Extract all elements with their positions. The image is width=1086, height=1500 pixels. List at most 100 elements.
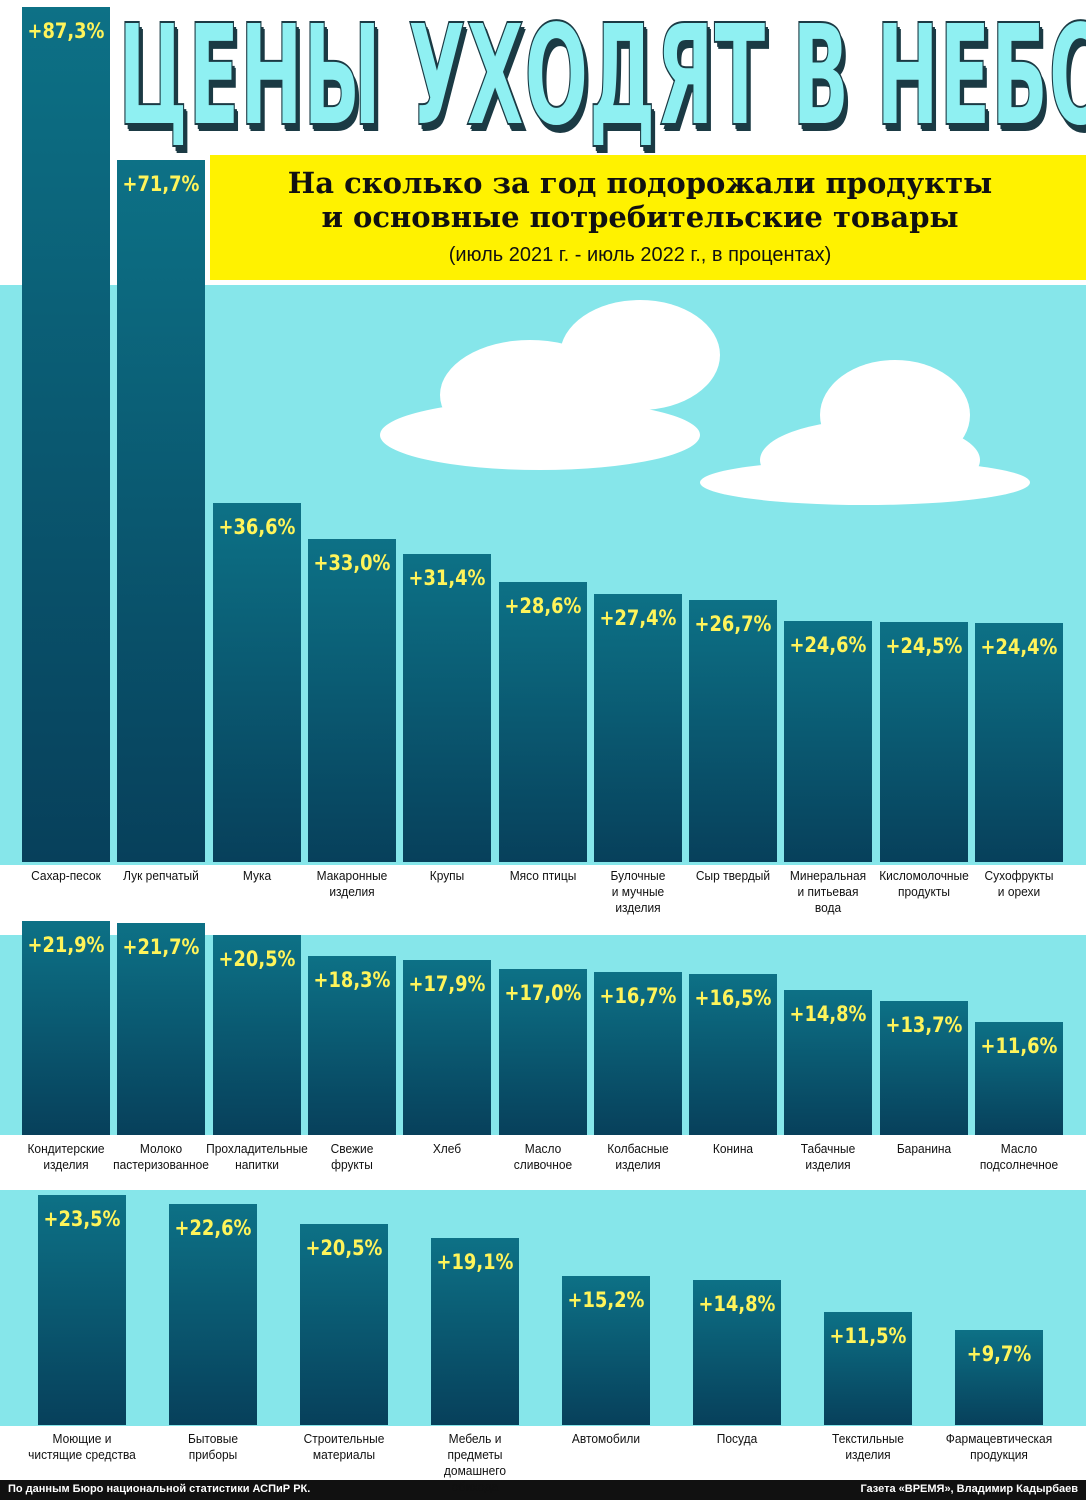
bar xyxy=(784,621,873,862)
bar xyxy=(212,503,301,862)
category-label: Конина xyxy=(713,1141,754,1156)
value-label: +20,5% xyxy=(305,1236,383,1261)
footer-bar xyxy=(0,1480,1086,1500)
category-label: Прохладительные напитки xyxy=(205,1141,308,1172)
bar xyxy=(212,934,301,1135)
bar xyxy=(879,622,968,862)
value-label: +14,8% xyxy=(789,1002,867,1027)
bar xyxy=(975,1021,1063,1135)
bar xyxy=(22,6,110,862)
category-label: Мебель и предметы домашнего обихода xyxy=(443,1431,507,1494)
category-label: Моющие и чистящие средства xyxy=(28,1431,136,1462)
cloud xyxy=(700,460,1030,505)
bar xyxy=(498,968,587,1135)
category-label: Автомобили xyxy=(571,1431,641,1446)
category-label: Кондитерские изделия xyxy=(27,1141,105,1172)
category-label: Мука xyxy=(242,868,271,883)
category-label: Молоко пастеризованное xyxy=(113,1141,210,1172)
subtitle-box xyxy=(210,155,1086,280)
category-label: Макаронные изделия xyxy=(316,868,388,899)
category-label: Сухофрукты и орехи xyxy=(984,868,1054,899)
category-label: Минеральная и питьевая вода xyxy=(790,868,867,915)
bar xyxy=(498,581,587,862)
bar xyxy=(403,554,492,862)
value-label: +13,7% xyxy=(885,1013,963,1038)
value-label: +22,6% xyxy=(174,1215,252,1240)
value-label: +18,3% xyxy=(313,968,391,993)
category-label: Мясо птицы xyxy=(509,868,576,883)
value-label: +14,8% xyxy=(698,1292,776,1317)
category-label: Лук репчатый xyxy=(123,868,200,883)
cloud xyxy=(380,400,700,470)
value-label: +17,9% xyxy=(408,972,486,997)
value-label: +11,6% xyxy=(980,1033,1058,1058)
value-label: +11,5% xyxy=(829,1324,907,1349)
bar xyxy=(38,1194,126,1425)
category-label: Баранина xyxy=(896,1141,951,1156)
value-label: +17,0% xyxy=(504,980,581,1005)
bar xyxy=(975,622,1063,862)
source: По данным Бюро национальной статистики А… xyxy=(8,1483,311,1495)
category-label: Булочные и мучные изделия xyxy=(610,868,666,915)
bar xyxy=(307,538,396,862)
value-label: +21,7% xyxy=(122,934,200,959)
bar xyxy=(169,1203,257,1425)
category-label: Фармацевтическая продукция xyxy=(945,1431,1053,1462)
category-label: Хлеб xyxy=(433,1141,462,1156)
category-label: Текстильные изделия xyxy=(832,1431,904,1462)
category-label: Крупы xyxy=(429,868,465,883)
value-label: +16,7% xyxy=(599,983,677,1008)
value-label: +23,5% xyxy=(43,1206,121,1231)
category-label: Табачные изделия xyxy=(801,1141,856,1172)
value-label: +26,7% xyxy=(694,612,772,637)
bar xyxy=(955,1330,1043,1425)
value-label: +15,2% xyxy=(567,1288,645,1313)
value-label: +21,9% xyxy=(27,932,105,957)
bar xyxy=(431,1237,519,1425)
value-label: +28,6% xyxy=(504,593,581,618)
value-label: +9,7% xyxy=(966,1342,1032,1367)
value-label: +33,0% xyxy=(313,550,391,575)
credit: Газета «ВРЕМЯ», Владимир Кадырбаев xyxy=(860,1483,1078,1495)
title: ЦЕНЫ УХОДЯТ В НЕБО xyxy=(117,0,1086,158)
value-label: +31,4% xyxy=(408,566,486,591)
bar xyxy=(689,973,778,1135)
value-label: +71,7% xyxy=(122,171,200,196)
value-label: +24,5% xyxy=(885,634,963,658)
bar xyxy=(879,1001,968,1135)
bar xyxy=(562,1276,650,1425)
value-label: +20,5% xyxy=(218,946,296,971)
value-label: +19,1% xyxy=(436,1249,514,1274)
bar xyxy=(693,1280,781,1425)
category-label: Бытовые приборы xyxy=(187,1431,239,1462)
category-label: Посуда xyxy=(716,1431,758,1446)
category-label: Масло сливочное xyxy=(513,1141,572,1172)
category-label: Свежие фрукты xyxy=(330,1141,374,1172)
bar xyxy=(689,600,778,862)
category-label: Сахар-песок xyxy=(31,868,101,883)
bar xyxy=(300,1224,388,1425)
bar xyxy=(22,920,110,1135)
bar xyxy=(307,956,396,1135)
period: (июль 2021 г. - июль 2022 г., в процента… xyxy=(448,244,832,266)
category-label: Строительные материалы xyxy=(303,1431,385,1462)
bar xyxy=(117,922,206,1135)
value-label: +87,3% xyxy=(27,18,105,43)
value-label: +24,6% xyxy=(789,633,867,658)
bar xyxy=(117,159,206,862)
value-label: +36,6% xyxy=(218,515,296,540)
value-label: +24,4% xyxy=(980,634,1058,659)
category-label: Сыр твердый xyxy=(695,868,771,883)
category-label: Масло подсолнечное xyxy=(979,1141,1059,1172)
category-label: Колбасные изделия xyxy=(607,1141,669,1172)
bar xyxy=(593,971,682,1135)
sky xyxy=(0,1190,1086,1426)
value-label: +16,5% xyxy=(694,985,772,1010)
category-label: Кисломолочные продукты xyxy=(878,868,969,899)
bar xyxy=(784,990,873,1135)
value-label: +27,4% xyxy=(599,605,677,630)
bar xyxy=(593,593,682,862)
bar xyxy=(824,1312,912,1425)
subtitle: На сколько за год подорожали продукты и … xyxy=(287,166,993,234)
